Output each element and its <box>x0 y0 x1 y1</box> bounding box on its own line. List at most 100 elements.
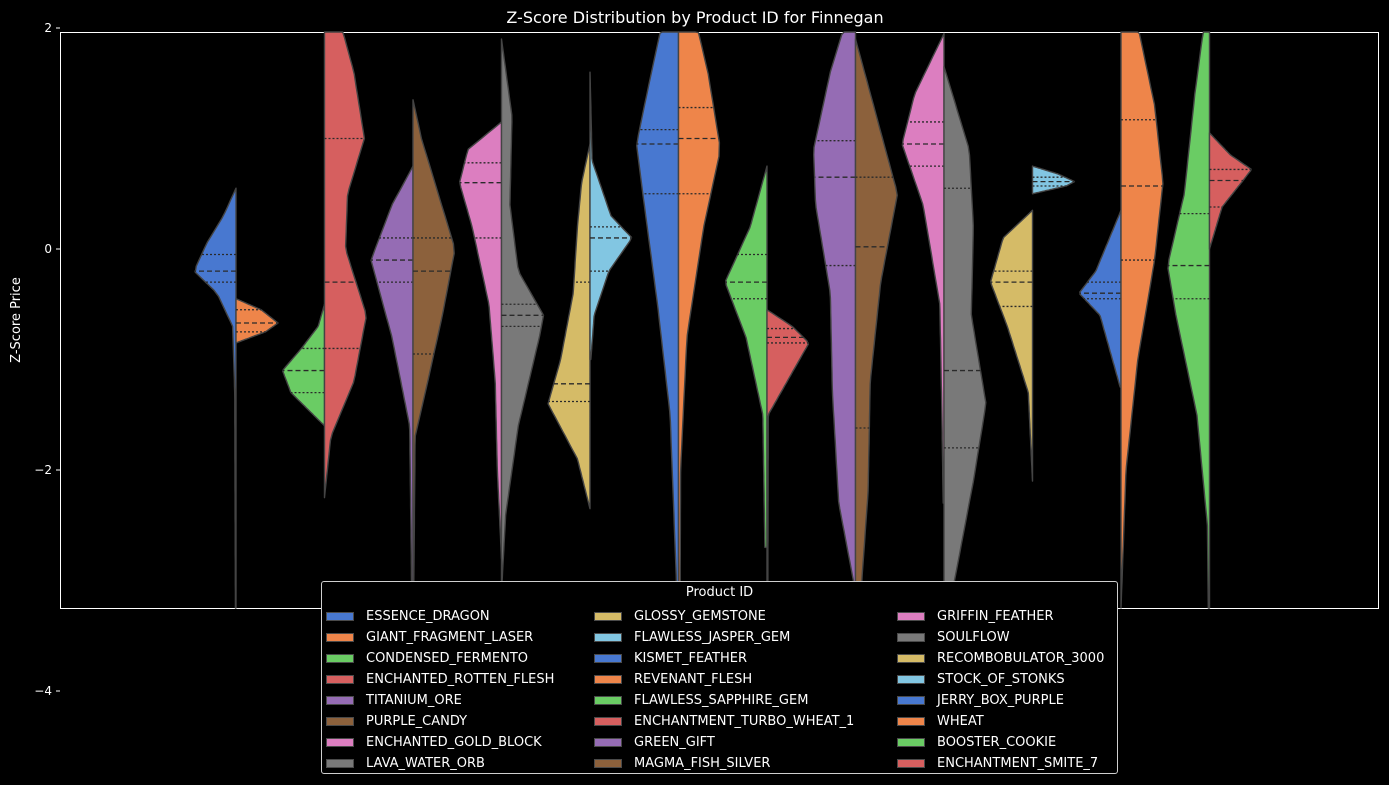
violin-half-glossy-gemstone <box>547 143 591 510</box>
legend-label: ENCHANTMENT_TURBO_WHEAT_1 <box>634 714 855 729</box>
legend-label: GREEN_GIFT <box>634 735 715 750</box>
violin-half-titanium-ore <box>370 165 414 609</box>
legend-label: MAGMA_FISH_SILVER <box>634 756 771 771</box>
legend-swatch <box>897 675 925 684</box>
violin-half-enchantment-turbo-wheat-1 <box>766 309 809 587</box>
legend-entry: FLAWLESS_SAPPHIRE_GEM <box>590 690 854 711</box>
legend-entry: MAGMA_FISH_SILVER <box>590 753 854 774</box>
violin-half-kismet-feather <box>636 31 680 609</box>
legend-swatch <box>594 738 622 747</box>
legend-swatch <box>326 717 354 726</box>
y-tick-label: 2 <box>44 21 52 35</box>
legend-label: RECOMBOBULATOR_3000 <box>937 651 1105 666</box>
legend-entry: GLOSSY_GEMSTONE <box>590 606 854 627</box>
legend-label: TITANIUM_ORE <box>366 693 462 708</box>
violin-half-flawless-sapphire-gem <box>725 165 768 549</box>
legend-label: STOCK_OF_STONKS <box>937 672 1065 687</box>
violin-half-enchanted-rotten-flesh <box>323 31 367 499</box>
legend-swatch <box>594 654 622 663</box>
legend-swatch <box>897 654 925 663</box>
y-tick-label: 0 <box>44 242 52 256</box>
legend-entry: REVENANT_FLESH <box>590 669 854 690</box>
legend-swatch <box>594 759 622 768</box>
legend-swatch <box>326 738 354 747</box>
y-axis-label: Z-Score Price <box>9 277 24 363</box>
legend-column: GLOSSY_GEMSTONE FLAWLESS_JASPER_GEM KISMET… <box>590 606 854 774</box>
legend-label: SOULFLOW <box>937 630 1010 645</box>
violin-half-revenant-flesh <box>677 31 721 609</box>
legend-swatch <box>594 612 622 621</box>
legend-entry: WHEAT <box>893 711 1104 732</box>
legend-label: FLAWLESS_JASPER_GEM <box>634 630 791 645</box>
legend-column: GRIFFIN_FEATHER SOULFLOW RECOMBOBULATOR_30… <box>893 606 1104 774</box>
legend-entry: TITANIUM_ORE <box>322 690 554 711</box>
violin-half-green-gift <box>813 31 857 593</box>
legend-swatch <box>897 717 925 726</box>
legend-entry: LAVA_WATER_ORB <box>322 753 554 774</box>
legend-swatch <box>897 633 925 642</box>
y-tick-label: −4 <box>34 684 52 698</box>
legend-column: ESSENCE_DRAGON GIANT_FRAGMENT_LASER CONDEN… <box>322 606 554 774</box>
legend-swatch <box>326 633 354 642</box>
legend-entry: PURPLE_CANDY <box>322 711 554 732</box>
legend-entry: ENCHANTED_ROTTEN_FLESH <box>322 669 554 690</box>
legend-swatch <box>897 738 925 747</box>
legend-entry: FLAWLESS_JASPER_GEM <box>590 627 854 648</box>
legend-entry: GREEN_GIFT <box>590 732 854 753</box>
legend-label: PURPLE_CANDY <box>366 714 468 729</box>
violin-half-magma-fish-silver <box>854 38 898 609</box>
violin-half-enchanted-gold-block <box>459 121 503 560</box>
legend-swatch <box>897 759 925 768</box>
legend-swatch <box>326 654 354 663</box>
legend-entry: ENCHANTED_GOLD_BLOCK <box>322 732 554 753</box>
violin-half-flawless-jasper-gem <box>589 71 633 361</box>
violin-half-essence-dragon <box>194 187 237 609</box>
chart-title: Z-Score Distribution by Product ID for F… <box>506 8 883 27</box>
legend-label: KISMET_FEATHER <box>634 651 748 666</box>
violin-half-soulflow <box>943 65 987 609</box>
legend-entry: JERRY_BOX_PURPLE <box>893 690 1104 711</box>
legend-label: BOOSTER_COOKIE <box>937 735 1057 750</box>
legend-swatch <box>594 696 622 705</box>
legend-swatch <box>594 675 622 684</box>
legend-swatch <box>326 612 354 621</box>
legend-label: CONDENSED_FERMENTO <box>366 651 529 666</box>
legend-label: GRIFFIN_FEATHER <box>937 609 1054 624</box>
legend-entry: STOCK_OF_STONKS <box>893 669 1104 690</box>
legend-entry: ESSENCE_DRAGON <box>322 606 554 627</box>
legend-entry: RECOMBOBULATOR_3000 <box>893 648 1104 669</box>
violin-half-giant-fragment-laser <box>235 298 279 344</box>
legend-label: REVENANT_FLESH <box>634 672 753 687</box>
legend-entry: ENCHANTMENT_SMITE_7 <box>893 753 1104 774</box>
violin-half-stock-of-stonks <box>1031 165 1076 195</box>
legend-swatch <box>326 675 354 684</box>
violin-half-wheat <box>1120 31 1164 609</box>
legend-swatch <box>326 696 354 705</box>
y-tick-label: −2 <box>34 463 52 477</box>
legend-entry: ENCHANTMENT_TURBO_WHEAT_1 <box>590 711 854 732</box>
legend-label: ESSENCE_DRAGON <box>366 609 490 624</box>
legend-label: ENCHANTED_ROTTEN_FLESH <box>366 672 555 687</box>
legend-entry: KISMET_FEATHER <box>590 648 854 669</box>
legend-title: Product ID <box>685 585 754 600</box>
violin-half-condensed-fermento <box>282 303 326 427</box>
legend-label: FLAWLESS_SAPPHIRE_GEM <box>634 693 809 708</box>
legend-swatch <box>326 759 354 768</box>
legend-swatch <box>594 633 622 642</box>
legend-label: GLOSSY_GEMSTONE <box>634 609 766 624</box>
violin-half-booster-cookie <box>1167 31 1211 609</box>
legend-swatch <box>897 696 925 705</box>
legend: Product ID ESSENCE_DRAGON GIANT_FRAGMENT_… <box>321 581 1118 774</box>
violin-half-recombobulator-3000 <box>990 209 1034 482</box>
legend-swatch <box>897 612 925 621</box>
legend-label: WHEAT <box>937 714 984 729</box>
legend-label: LAVA_WATER_ORB <box>366 756 485 771</box>
legend-swatch <box>594 717 622 726</box>
legend-entry: BOOSTER_COOKIE <box>893 732 1104 753</box>
legend-label: ENCHANTMENT_SMITE_7 <box>937 756 1099 771</box>
violin-half-griffin-feather <box>901 32 945 504</box>
legend-label: JERRY_BOX_PURPLE <box>937 693 1064 708</box>
legend-entry: GIANT_FRAGMENT_LASER <box>322 627 554 648</box>
legend-entry: CONDENSED_FERMENTO <box>322 648 554 669</box>
